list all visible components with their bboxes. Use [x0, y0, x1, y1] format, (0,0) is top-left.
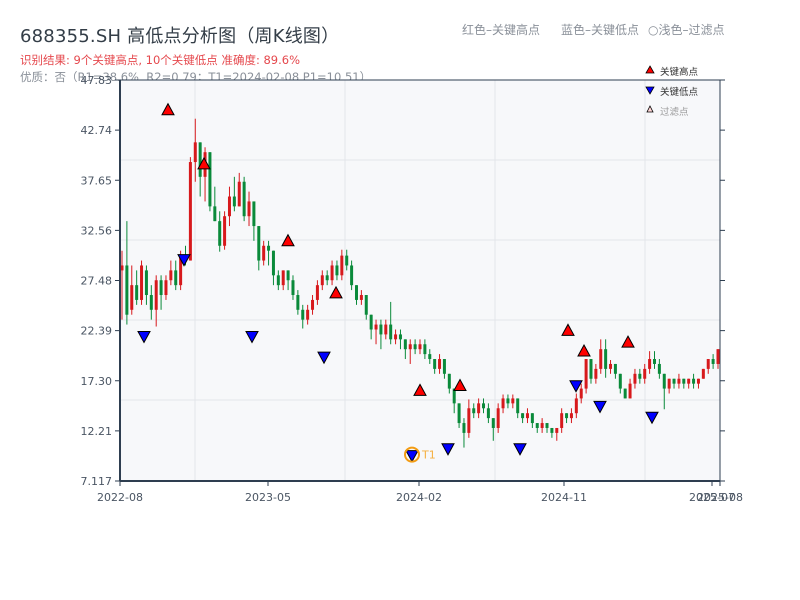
key-low-marker	[645, 411, 659, 425]
key-high-marker	[197, 156, 211, 170]
legend-high-label: 关键高点	[660, 66, 699, 78]
top-legend-red: 红色–关键高点	[462, 23, 541, 37]
y-tick-label: 7.117	[81, 475, 113, 488]
x-tick-label: 2024-11	[541, 491, 587, 504]
y-tick-label: 22.39	[81, 325, 113, 338]
key-low-marker	[513, 443, 527, 456]
x-tick-label: 2024-02	[396, 491, 442, 504]
recognition-summary: 识别结果: 9个关键高点, 10个关键低点 准确度: 89.6%	[20, 53, 301, 67]
key-low-marker	[569, 380, 583, 393]
top-legend-blue: 蓝色–关键低点	[561, 23, 640, 37]
key-high-marker	[561, 323, 575, 336]
low-marker-icon	[645, 86, 655, 95]
x-tick-label: 2023-05	[245, 491, 291, 504]
t1-label: T1	[421, 449, 436, 462]
key-high-marker	[413, 383, 427, 396]
marker-legend: 关键高点 关键低点 过滤点	[645, 65, 699, 118]
key-high-marker	[329, 285, 343, 299]
plot-area	[120, 80, 720, 481]
axes: 7.117 12.21 17.30 22.39 27.48 32.56 37.65 42.74…	[81, 74, 743, 504]
key-point-markers: T1	[137, 102, 659, 463]
y-tick-label: 27.48	[81, 275, 113, 288]
y-tick-label: 47.83	[81, 74, 113, 87]
high-marker-icon	[645, 65, 655, 74]
key-low-marker	[317, 351, 331, 365]
x-tick-label: 2022-08	[97, 491, 143, 504]
y-tick-label: 12.21	[81, 425, 113, 438]
key-low-marker	[177, 254, 191, 267]
key-low-marker	[441, 443, 455, 456]
key-low-marker	[245, 331, 259, 344]
y-tick-label: 42.74	[81, 124, 113, 137]
chart-title: 688355.SH 高低点分析图（周K线图）	[20, 26, 340, 47]
y-tick-label: 17.30	[81, 375, 113, 388]
candles	[120, 118, 720, 448]
filtered-marker-icon	[646, 105, 654, 113]
y-tick-label: 32.56	[81, 224, 113, 237]
legend-filtered-label: 过滤点	[660, 106, 689, 118]
key-high-marker	[453, 378, 467, 391]
key-high-marker	[281, 233, 295, 247]
key-low-marker	[137, 331, 151, 344]
key-high-marker	[161, 102, 175, 116]
key-low-marker	[405, 450, 419, 463]
x-tick-label: 2025-08	[697, 491, 743, 504]
x-tick-label: 2025-07	[689, 491, 735, 504]
key-high-marker	[577, 343, 591, 357]
t1-ring	[404, 446, 420, 463]
top-legend-light: ○浅色–过滤点	[648, 23, 725, 37]
key-low-marker	[593, 400, 607, 414]
legend-low-label: 关键低点	[660, 86, 699, 98]
key-high-marker	[621, 335, 635, 348]
y-tick-label: 37.65	[81, 174, 113, 187]
